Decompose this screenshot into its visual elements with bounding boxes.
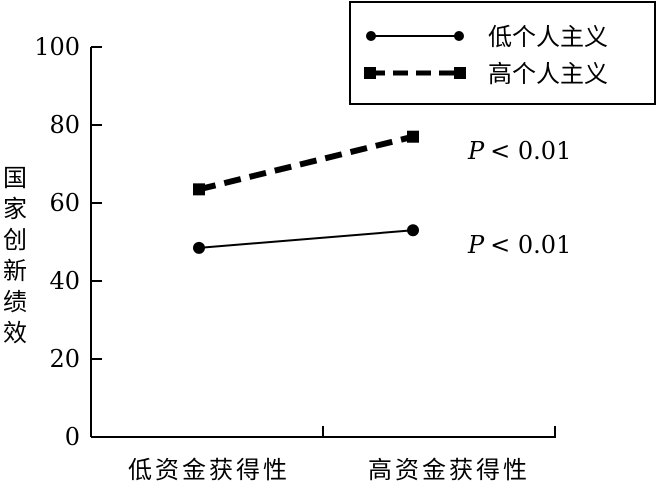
y-tick-label: 80 bbox=[49, 111, 80, 139]
y-tick-label: 60 bbox=[49, 189, 80, 217]
x-axis-tick-labels: 低资金获得性 高资金获得性 bbox=[128, 456, 530, 484]
legend-label-high-individualism: 高个人主义 bbox=[488, 60, 608, 88]
legend-marker-low-individualism-end bbox=[454, 31, 464, 41]
y-tick-label: 100 bbox=[34, 33, 80, 61]
annotation-high-individualism: P < 0.01 bbox=[467, 137, 571, 165]
legend-marker-high-individualism-start bbox=[364, 67, 376, 79]
annotation-low-individualism: P < 0.01 bbox=[467, 231, 571, 259]
legend-label-low-individualism: 低个人主义 bbox=[488, 23, 608, 51]
y-tick-label: 20 bbox=[49, 345, 80, 373]
series-point-0-1 bbox=[407, 224, 419, 237]
y-axis-ticks: 0 20 40 60 80 100 bbox=[34, 33, 102, 451]
y-axis-title-char: 效 bbox=[3, 319, 27, 347]
y-axis-title-char: 家 bbox=[3, 195, 27, 223]
x-tick-label: 高资金获得性 bbox=[368, 456, 530, 484]
x-tick-label: 低资金获得性 bbox=[128, 456, 290, 484]
y-axis-title-char: 绩 bbox=[3, 288, 27, 316]
y-tick-label: 0 bbox=[65, 423, 80, 451]
series-point-0-0 bbox=[193, 241, 205, 254]
y-axis-title-char: 创 bbox=[3, 226, 27, 254]
series-lines bbox=[193, 130, 419, 254]
series-point-1-0 bbox=[193, 183, 205, 196]
legend-marker-high-individualism-end bbox=[454, 67, 466, 79]
y-axis-title-char: 国 bbox=[3, 164, 27, 192]
legend: 低个人主义 高个人主义 bbox=[349, 1, 656, 105]
legend-marker-low-individualism-start bbox=[366, 31, 376, 41]
series-point-1-1 bbox=[407, 130, 419, 143]
series-line-0 bbox=[198, 229, 414, 249]
y-tick-label: 40 bbox=[49, 267, 80, 295]
y-axis-title-char: 新 bbox=[3, 257, 27, 285]
legend-box bbox=[349, 1, 656, 105]
series-line-1 bbox=[198, 133, 414, 193]
